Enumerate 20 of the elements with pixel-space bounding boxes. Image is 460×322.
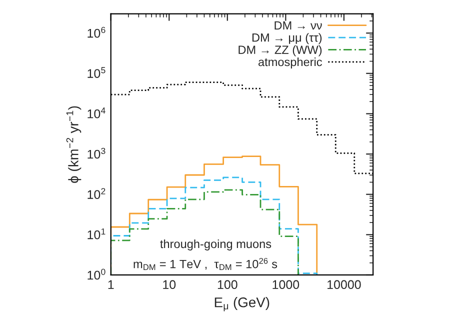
y-tick-label: 10$^{5}$ (88, 67, 106, 78)
annotation: m$_{DM}$ = 1 TeV , τ$_{DM}$ = 10$^{26}$ s (134, 258, 278, 270)
y-axis-title: ϕ (km$^{−2}$ yr$^{−1}$) (66, 106, 82, 183)
y-tick-label: 10$^{6}$ (88, 26, 106, 38)
x-tick-label: 1000 (272, 280, 300, 290)
y-tick-label: 10$^{2}$ (88, 188, 106, 199)
legend-label: DM → μμ (ττ) (252, 33, 322, 44)
x-tick-label: 100 (218, 280, 238, 290)
annotation: through-going muons (160, 239, 272, 250)
legend-label: DM → νν (274, 21, 322, 30)
y-tick-label: 10$^{3}$ (88, 148, 106, 159)
legend-label: DM → ZZ (WW) (238, 45, 322, 56)
x-tick-label: 1 (108, 280, 114, 289)
y-tick-label: 10$^{0}$ (88, 268, 106, 280)
x-tick-label: 10000 (328, 280, 361, 290)
legend-label: atmospheric (258, 57, 322, 68)
x-tick-label: 10 (163, 280, 176, 290)
y-tick-label: 10$^{1}$ (88, 228, 106, 240)
y-tick-label: 10$^{4}$ (88, 107, 106, 118)
x-axis-title: E$_{μ}$ (GeV) (214, 297, 270, 312)
